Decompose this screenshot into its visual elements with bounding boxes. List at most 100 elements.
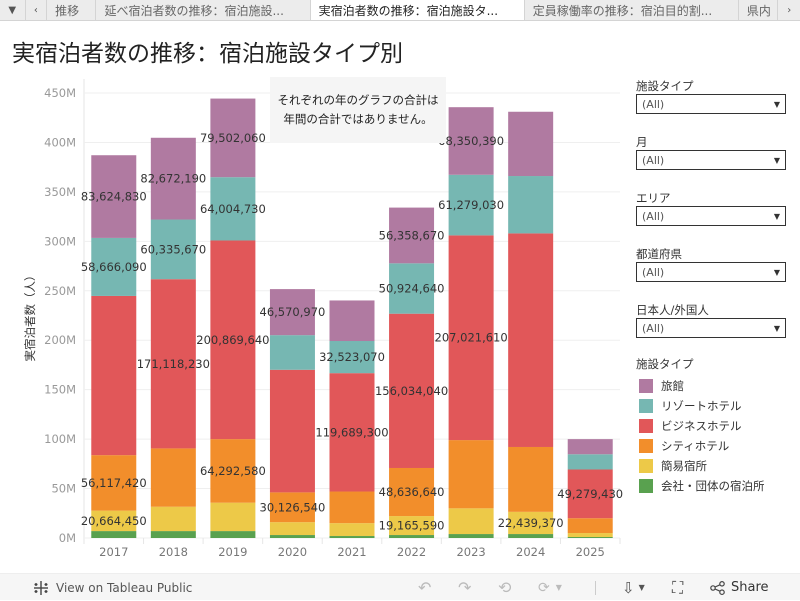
revert-button[interactable]: ⟲ [498, 574, 511, 601]
filter-prefecture: 都道府県 (All) ▼ [636, 246, 788, 282]
x-tick-label: 2020 [278, 545, 307, 559]
bar-segment [91, 237, 137, 296]
bar-segment [389, 207, 435, 264]
legend-swatch [639, 379, 653, 393]
caret-down-icon: ▼ [773, 323, 780, 333]
filter-label: 月 [636, 135, 648, 149]
tab-trend[interactable]: 推移 [47, 0, 97, 20]
download-button[interactable]: ⇩ ▼ [622, 574, 645, 601]
bar-segment [91, 295, 137, 456]
download-icon: ⇩ [622, 578, 635, 597]
redo-button[interactable]: ↷ [458, 574, 471, 601]
share-icon [710, 580, 725, 595]
bar-segment [210, 439, 256, 503]
legend-item-city-hotel[interactable]: シティホテル [636, 436, 765, 456]
bar-segment [567, 439, 613, 455]
bar-segment [329, 300, 375, 342]
share-button[interactable]: Share [710, 574, 769, 601]
bar-segment [269, 522, 315, 536]
bar-segment [269, 492, 315, 523]
bar-segment [150, 279, 196, 449]
bar-segment [389, 263, 435, 314]
bar-segment [91, 531, 137, 538]
legend-label: 会社・団体の宿泊所 [661, 479, 765, 493]
legend-item-business-hotel[interactable]: ビジネスホテル [636, 416, 765, 436]
bar-segment [269, 335, 315, 370]
caret-down-icon: ▼ [773, 99, 780, 109]
bar-segment [210, 98, 256, 178]
prefecture-dropdown[interactable]: (All) ▼ [636, 262, 786, 282]
data-label: 64,292,580 [200, 464, 266, 478]
data-label: 19,165,590 [379, 519, 445, 533]
legend-swatch [639, 399, 653, 413]
tab-next-button[interactable]: › [778, 0, 800, 20]
x-tick-label: 2023 [456, 545, 485, 559]
legend-swatch [639, 439, 653, 453]
data-label: 82,672,190 [140, 172, 206, 186]
sheet-tab-bar: ▼ ‹ 推移 延べ宿泊者数の推移：宿泊施設... 実宿泊者数の推移：宿泊施設タ.… [0, 0, 800, 21]
nationality-dropdown[interactable]: (All) ▼ [636, 318, 786, 338]
bar-segment [150, 448, 196, 507]
y-tick-label: 150M [44, 383, 76, 397]
legend-label: 旅館 [661, 379, 684, 393]
data-label: 56,358,670 [379, 228, 445, 242]
bar-segment [567, 533, 613, 538]
data-label: 32,523,070 [319, 350, 385, 364]
bar-segment [150, 531, 196, 538]
bar-segment [329, 373, 375, 492]
refresh-button[interactable]: ⟳ ▼ [538, 574, 562, 601]
share-label: Share [731, 580, 769, 595]
y-tick-label: 100M [44, 432, 76, 446]
tab-menu-button[interactable]: ▼ [0, 0, 26, 20]
undo-icon: ↶ [418, 578, 432, 597]
bar-segment [389, 516, 435, 536]
tab-prefecture[interactable]: 県内 [738, 0, 779, 20]
bar-segment [329, 523, 375, 537]
area-dropdown[interactable]: (All) ▼ [636, 206, 786, 226]
y-tick-label: 50M [51, 482, 76, 496]
undo-button[interactable]: ↶ [418, 574, 431, 601]
bar-segment [448, 534, 494, 538]
legend: 施設タイプ 旅館 リゾートホテル ビジネスホテル シティホテル 簡易宿所 会社・… [636, 356, 765, 496]
legend-item-resort-hotel[interactable]: リゾートホテル [636, 396, 765, 416]
toolbar-divider [595, 581, 596, 595]
filter-facility-type: 施設タイプ (All) ▼ [636, 78, 788, 114]
legend-item-ryokan[interactable]: 旅館 [636, 376, 765, 396]
bar-segment [150, 506, 196, 532]
data-label: 68,350,390 [438, 134, 504, 148]
tab-actual-guests[interactable]: 実宿泊者数の推移：宿泊施設タ... [310, 0, 525, 20]
x-tick-label: 2021 [337, 545, 366, 559]
redo-icon: ↷ [458, 578, 472, 597]
bar-segment [329, 536, 375, 538]
y-axis-title: 実宿泊者数（人） [23, 270, 37, 362]
filter-panel: 施設タイプ (All) ▼ 月 (All) ▼ エリア (All) ▼ 都道府県 (A… [636, 78, 788, 358]
tableau-logo-icon [34, 580, 48, 595]
tab-total-guests[interactable]: 延べ宿泊者数の推移：宿泊施設... [96, 0, 311, 20]
legend-label: リゾートホテル [661, 399, 742, 413]
bar-segment [508, 511, 554, 535]
filter-label: 都道府県 [636, 247, 682, 261]
dropdown-value: (All) [642, 153, 665, 167]
view-on-tableau-label: View on Tableau Public [56, 580, 193, 595]
legend-swatch [639, 479, 653, 493]
bar-segment [567, 469, 613, 519]
legend-label: 簡易宿所 [661, 459, 707, 473]
bar-segment [508, 111, 554, 177]
legend-item-company-lodging[interactable]: 会社・団体の宿泊所 [636, 476, 765, 496]
page-title: 実宿泊者数の推移：宿泊施設タイプ別 [12, 41, 403, 67]
annotation-line-2: 年間の合計ではありません。 [283, 112, 433, 126]
view-on-tableau-public-link[interactable]: View on Tableau Public [32, 574, 192, 601]
legend-item-simple-lodging[interactable]: 簡易宿所 [636, 456, 765, 476]
y-tick-label: 200M [44, 333, 76, 347]
facility-type-dropdown[interactable]: (All) ▼ [636, 94, 786, 114]
bar-segment [329, 491, 375, 524]
chart-annotation: それぞれの年のグラフの合計は 年間の合計ではありません。 [270, 77, 446, 143]
month-dropdown[interactable]: (All) ▼ [636, 150, 786, 170]
fullscreen-button[interactable]: ⛶ [672, 574, 683, 601]
bar-segment [567, 454, 613, 470]
data-label: 22,439,370 [498, 516, 564, 530]
tab-occupancy[interactable]: 定員稼働率の推移：宿泊目的割... [524, 0, 739, 20]
data-label: 30,126,540 [260, 500, 326, 514]
tab-prev-button[interactable]: ‹ [25, 0, 48, 20]
bar-segment [210, 502, 256, 532]
